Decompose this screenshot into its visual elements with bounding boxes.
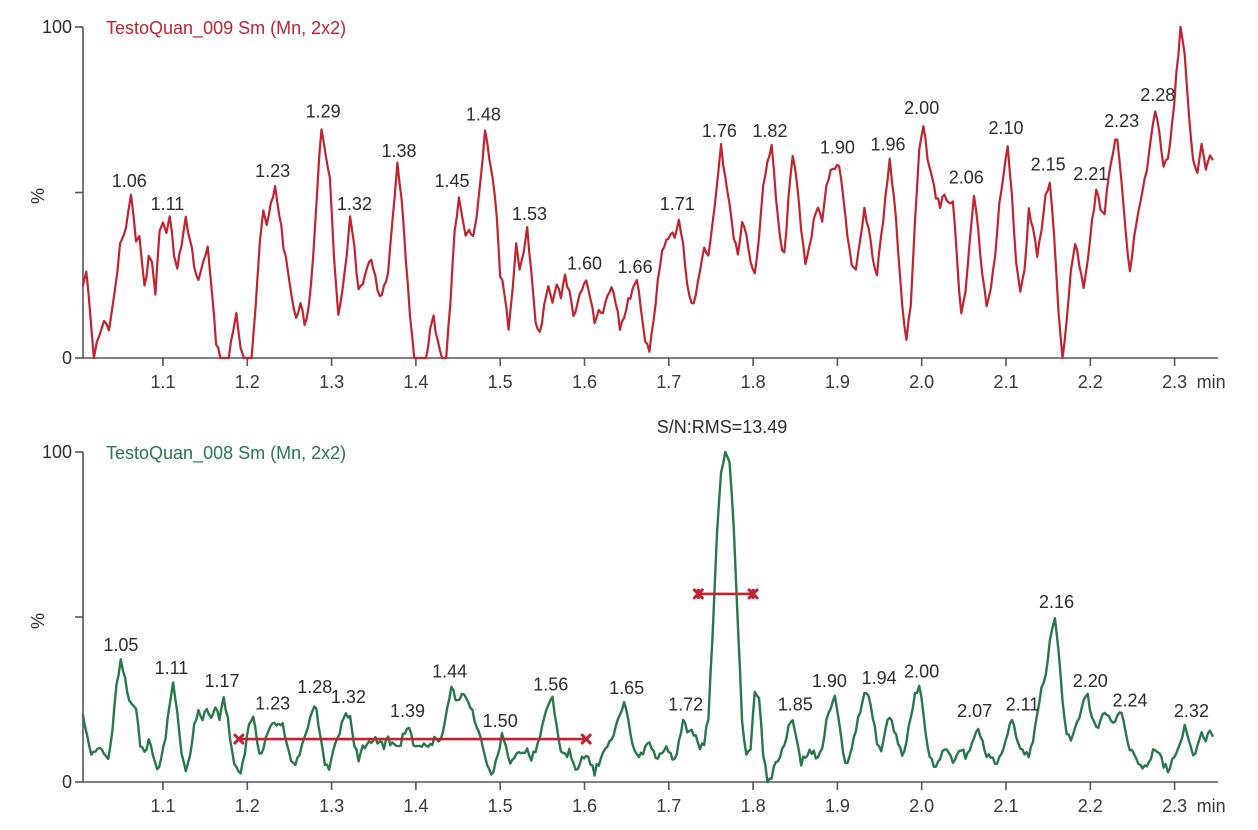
peak-label: 1.71 bbox=[660, 194, 695, 214]
trace-title-bottom: TestoQuan_008 Sm (Mn, 2x2) bbox=[106, 443, 346, 464]
peak-label: 1.11 bbox=[151, 194, 185, 214]
peak-label: 1.53 bbox=[512, 204, 547, 224]
x-tick-label: 2.2 bbox=[1078, 796, 1103, 816]
peak-label: 1.38 bbox=[382, 141, 417, 161]
peak-label: 1.39 bbox=[390, 701, 425, 721]
x-tick-label: 1.9 bbox=[825, 796, 850, 816]
x-tick-label: 1.7 bbox=[656, 796, 681, 816]
sn-rms-annotation: S/N:RMS=13.49 bbox=[657, 417, 788, 437]
y-max-label-bottom: 100 bbox=[42, 442, 72, 462]
peak-label: 1.23 bbox=[255, 694, 290, 714]
peak-label: 1.32 bbox=[331, 687, 366, 707]
peak-label: 1.17 bbox=[204, 671, 239, 691]
x-tick-label: 2.0 bbox=[909, 372, 934, 392]
x-tick-label: 1.5 bbox=[488, 796, 513, 816]
x-axis-unit: min bbox=[1197, 796, 1226, 816]
x-tick-label: 1.9 bbox=[825, 372, 850, 392]
peak-label: 2.16 bbox=[1039, 592, 1074, 612]
peak-label: 1.06 bbox=[112, 171, 147, 191]
peak-label: 1.76 bbox=[702, 121, 737, 141]
peak-label: 2.28 bbox=[1140, 85, 1175, 105]
peak-label: 1.28 bbox=[297, 677, 332, 697]
peak-label: 1.82 bbox=[752, 121, 787, 141]
peak-label: 1.48 bbox=[466, 105, 501, 125]
y-axis-title-top: % bbox=[28, 188, 48, 204]
peak-label: 1.05 bbox=[103, 635, 138, 655]
peak-label: 2.15 bbox=[1031, 154, 1066, 174]
peak-label: 1.90 bbox=[812, 671, 847, 691]
peak-label: 1.72 bbox=[668, 694, 703, 714]
measurement-end-marker bbox=[580, 733, 592, 745]
x-tick-label: 1.8 bbox=[741, 796, 766, 816]
peak-label: 1.96 bbox=[870, 134, 905, 154]
peak-label: 1.60 bbox=[567, 254, 602, 274]
measurement-end-marker bbox=[692, 588, 704, 600]
peak-label: 1.11 bbox=[155, 658, 189, 678]
peak-label: 1.56 bbox=[533, 675, 568, 695]
peak-label: 1.29 bbox=[306, 101, 341, 121]
peak-label: 1.66 bbox=[618, 257, 653, 277]
peak-label: 2.06 bbox=[949, 168, 984, 188]
x-axis-unit: min bbox=[1197, 372, 1226, 392]
peak-label: 1.85 bbox=[778, 694, 813, 714]
peak-label: 1.94 bbox=[862, 668, 897, 688]
x-tick-label: 1.8 bbox=[741, 372, 766, 392]
peak-label: 2.24 bbox=[1112, 690, 1147, 710]
trace-path-top bbox=[81, 25, 1214, 360]
peak-label: 1.44 bbox=[432, 661, 467, 681]
x-tick-label: 1.6 bbox=[572, 372, 597, 392]
x-tick-label: 1.6 bbox=[572, 796, 597, 816]
x-tick-label: 2.3 bbox=[1162, 372, 1187, 392]
y-axis-title-bottom: % bbox=[28, 613, 48, 629]
peak-label: 2.21 bbox=[1073, 164, 1108, 184]
peak-label: 1.90 bbox=[820, 138, 855, 158]
y-max-label-top: 100 bbox=[42, 17, 72, 37]
measurement-end-marker bbox=[233, 733, 245, 745]
x-tick-label: 1.2 bbox=[235, 372, 260, 392]
x-tick-label: 1.5 bbox=[488, 372, 513, 392]
x-tick-label: 1.4 bbox=[403, 796, 428, 816]
x-tick-label: 1.7 bbox=[656, 372, 681, 392]
peak-label: 1.45 bbox=[435, 171, 470, 191]
peak-label: 2.07 bbox=[957, 701, 992, 721]
peak-label: 1.50 bbox=[483, 711, 518, 731]
trace-title-top: TestoQuan_009 Sm (Mn, 2x2) bbox=[106, 18, 346, 39]
x-tick-label: 2.2 bbox=[1078, 372, 1103, 392]
peak-label: 1.23 bbox=[255, 161, 290, 181]
peak-label: 2.10 bbox=[988, 118, 1023, 138]
peak-label: 2.00 bbox=[904, 98, 939, 118]
x-tick-label: 2.1 bbox=[993, 372, 1018, 392]
peak-label: 2.32 bbox=[1174, 701, 1209, 721]
x-tick-label: 1.4 bbox=[403, 372, 428, 392]
x-tick-label: 1.1 bbox=[150, 372, 175, 392]
peak-label: 2.11 bbox=[1006, 694, 1040, 714]
trace-path-bottom bbox=[81, 450, 1214, 784]
peak-label: 1.65 bbox=[609, 678, 644, 698]
y-min-label-top: 0 bbox=[62, 348, 72, 368]
x-tick-label: 1.3 bbox=[319, 372, 344, 392]
y-min-label-bottom: 0 bbox=[62, 772, 72, 792]
x-tick-label: 1.3 bbox=[319, 796, 344, 816]
peak-label: 2.00 bbox=[904, 661, 939, 681]
x-tick-label: 2.0 bbox=[909, 796, 934, 816]
x-tick-label: 1.2 bbox=[235, 796, 260, 816]
peak-label: 2.20 bbox=[1073, 671, 1108, 691]
peak-label: 1.32 bbox=[337, 194, 372, 214]
x-tick-label: 1.1 bbox=[150, 796, 175, 816]
x-tick-label: 2.1 bbox=[993, 796, 1018, 816]
x-tick-label: 2.3 bbox=[1162, 796, 1187, 816]
peak-label: 2.23 bbox=[1104, 111, 1139, 131]
measurement-end-marker bbox=[747, 588, 759, 600]
